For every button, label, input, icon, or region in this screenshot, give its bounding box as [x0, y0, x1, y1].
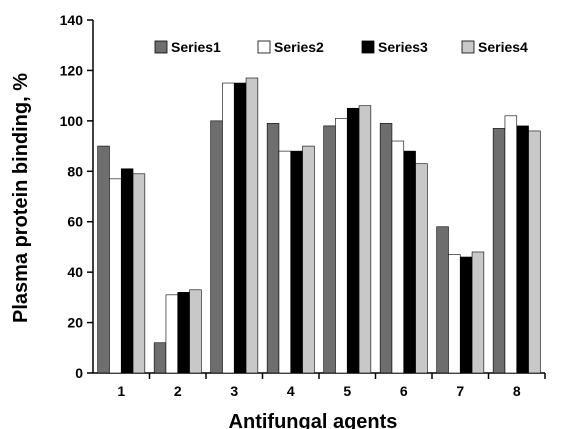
legend-swatch-series2 — [257, 40, 271, 54]
y-tick-label: 20 — [67, 315, 83, 331]
bar-series2-6 — [391, 140, 405, 374]
bar-series2-3 — [222, 82, 235, 374]
x-tick-label: 5 — [343, 383, 351, 399]
bar-series3-7 — [459, 256, 473, 374]
bar-series4-7 — [471, 251, 485, 374]
x-tick-label: 1 — [117, 383, 125, 399]
x-axis-title: Antifungal agents — [229, 411, 398, 429]
legend-label-series4: Series4 — [478, 39, 528, 55]
bars — [97, 77, 541, 374]
x-tick-label: 8 — [513, 383, 521, 399]
bar-series3-4 — [290, 150, 303, 374]
legend-swatch-series3 — [361, 40, 375, 54]
bar-series3-2 — [177, 292, 190, 374]
bar-series1-1 — [97, 145, 110, 374]
legend-swatch-series1 — [154, 40, 168, 54]
y-tick-label: 40 — [67, 264, 83, 280]
y-ticks: 0 20 40 60 80 100 120 140 — [60, 12, 93, 381]
bar-series4-2 — [189, 289, 202, 374]
bar-series4-3 — [245, 77, 259, 374]
x-tick-label: 6 — [400, 383, 408, 399]
bar-series3-1 — [120, 168, 134, 374]
x-tick-label: 3 — [230, 383, 238, 399]
x-tick-label: 2 — [174, 383, 182, 399]
x-tick-label: 7 — [456, 383, 464, 399]
bar-series3-3 — [233, 82, 247, 374]
bar-series2-2 — [165, 294, 179, 374]
bar-series1-4 — [266, 123, 280, 374]
legend-label-series2: Series2 — [274, 39, 324, 55]
bar-series4-6 — [415, 163, 428, 374]
y-tick-label: 60 — [67, 214, 83, 230]
bar-series1-2 — [153, 342, 167, 374]
bar-series4-4 — [302, 145, 315, 374]
x-tick-label: 4 — [287, 383, 295, 399]
legend-label-series3: Series3 — [378, 39, 428, 55]
y-tick-label: 100 — [60, 113, 84, 129]
y-tick-label: 120 — [60, 62, 84, 78]
bar-series4-8 — [528, 130, 541, 374]
legend-swatch-series4 — [461, 40, 475, 54]
bar-series3-8 — [516, 125, 529, 374]
bar-series4-5 — [358, 105, 372, 374]
y-axis-title: Plasma protein binding, % — [10, 73, 32, 323]
bar-series2-7 — [448, 254, 461, 374]
legend: Series1 Series2 Series3 Series4 — [154, 39, 528, 55]
bar-series3-6 — [403, 150, 416, 374]
bar-series1-3 — [210, 120, 223, 374]
bar-series2-1 — [109, 178, 122, 374]
bar-series1-5 — [323, 125, 336, 374]
legend-label-series1: Series1 — [171, 39, 221, 55]
bar-series2-5 — [335, 118, 348, 374]
y-tick-label: 80 — [67, 163, 83, 179]
bar-series1-8 — [492, 128, 506, 374]
x-ticks: 1 2 3 4 5 6 7 8 — [117, 373, 546, 399]
bar-series4-1 — [132, 173, 146, 374]
bar-series2-8 — [504, 115, 518, 374]
bar-series2-4 — [278, 150, 292, 374]
bar-series1-6 — [379, 123, 393, 374]
y-tick-label: 140 — [60, 12, 84, 28]
bar-series3-5 — [346, 107, 360, 374]
y-tick-label: 0 — [75, 365, 83, 381]
bar-series1-7 — [436, 226, 449, 374]
